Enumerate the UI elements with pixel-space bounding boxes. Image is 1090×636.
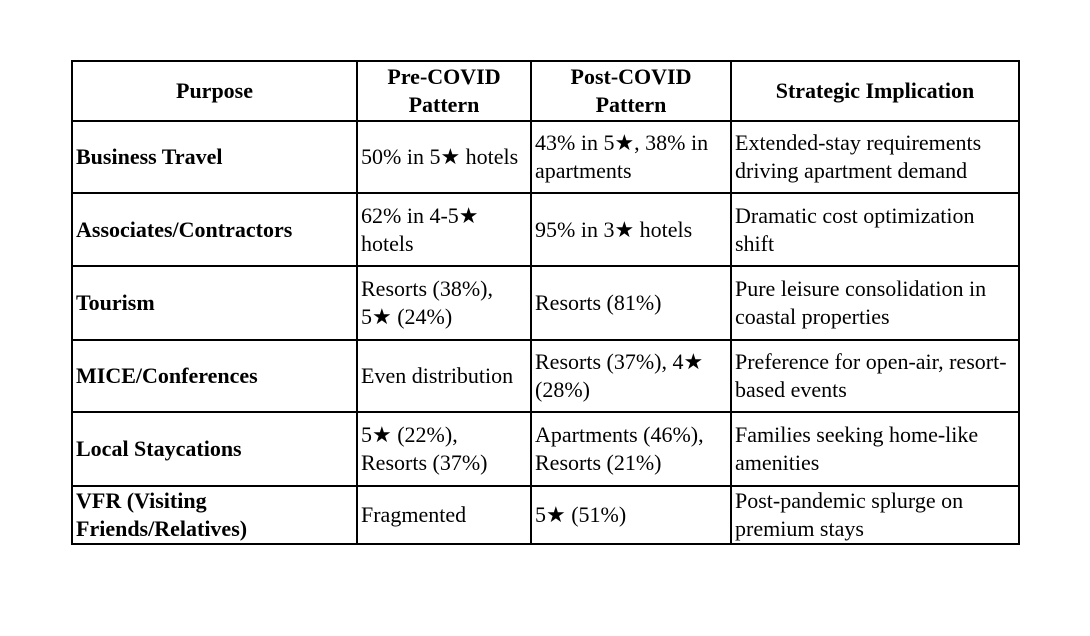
header-strategic-implication: Strategic Implication: [730, 60, 1020, 122]
cell-post-covid: 5★ (51%): [530, 485, 732, 545]
header-post-covid: Post-COVID Pattern: [530, 60, 732, 122]
cell-implication: Families seeking home-like amenities: [730, 411, 1020, 487]
cell-purpose: Tourism: [71, 265, 358, 341]
travel-purpose-table: Purpose Pre-COVID Pattern Post-COVID Pat…: [71, 60, 1020, 545]
cell-implication: Extended-stay requirements driving apart…: [730, 120, 1020, 194]
cell-post-covid: 95% in 3★ hotels: [530, 192, 732, 267]
cell-pre-covid: 50% in 5★ hotels: [356, 120, 532, 194]
cell-purpose: MICE/Conferences: [71, 339, 358, 413]
table-row: Business Travel 50% in 5★ hotels 43% in …: [71, 120, 1020, 194]
table-row: Associates/Contractors 62% in 4-5★ hotel…: [71, 192, 1020, 267]
cell-purpose: Business Travel: [71, 120, 358, 194]
cell-pre-covid: Fragmented: [356, 485, 532, 545]
header-purpose: Purpose: [71, 60, 358, 122]
cell-purpose: VFR (Visiting Friends/Relatives): [71, 485, 358, 545]
cell-pre-covid: Even distribution: [356, 339, 532, 413]
cell-post-covid: Apartments (46%), Resorts (21%): [530, 411, 732, 487]
cell-pre-covid: 62% in 4-5★ hotels: [356, 192, 532, 267]
cell-post-covid: 43% in 5★, 38% in apartments: [530, 120, 732, 194]
cell-pre-covid: 5★ (22%), Resorts (37%): [356, 411, 532, 487]
table-header-row: Purpose Pre-COVID Pattern Post-COVID Pat…: [71, 60, 1020, 122]
document: Purpose Pre-COVID Pattern Post-COVID Pat…: [71, 60, 1020, 545]
cell-post-covid: Resorts (81%): [530, 265, 732, 341]
cell-implication: Dramatic cost optimization shift: [730, 192, 1020, 267]
cell-purpose: Associates/Contractors: [71, 192, 358, 267]
cell-pre-covid: Resorts (38%), 5★ (24%): [356, 265, 532, 341]
cell-purpose: Local Staycations: [71, 411, 358, 487]
cell-post-covid: Resorts (37%), 4★ (28%): [530, 339, 732, 413]
table-row: VFR (Visiting Friends/Relatives) Fragmen…: [71, 485, 1020, 545]
header-pre-covid: Pre-COVID Pattern: [356, 60, 532, 122]
cell-implication: Post-pandemic splurge on premium stays: [730, 485, 1020, 545]
table-row: Local Staycations 5★ (22%), Resorts (37%…: [71, 411, 1020, 487]
cell-implication: Preference for open-air, resort-based ev…: [730, 339, 1020, 413]
table-row: Tourism Resorts (38%), 5★ (24%) Resorts …: [71, 265, 1020, 341]
table-row: MICE/Conferences Even distribution Resor…: [71, 339, 1020, 413]
cell-implication: Pure leisure consolidation in coastal pr…: [730, 265, 1020, 341]
